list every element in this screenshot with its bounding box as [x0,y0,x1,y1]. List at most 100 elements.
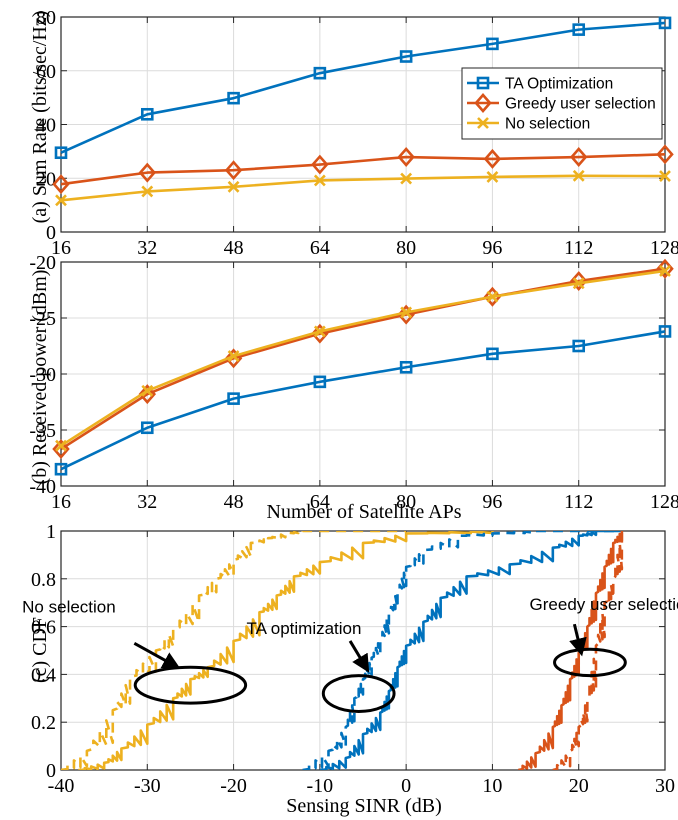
panel-b-xlabel: Number of Satellite APs [267,501,462,523]
panel-c-ytick-label: 0.6 [31,617,56,639]
panel-a-data-point [313,174,326,187]
panel-c-xtick-label: -40 [48,775,75,797]
panel-b-data-point [138,384,157,405]
panel-b-data-point [658,325,672,338]
panel-a-xtick-label: 64 [310,237,330,259]
panel-a-data-point [52,174,70,195]
panel-b-data-point [52,439,70,460]
panel-c-plot: -40 -30 -20 -10 0 10 20 30 0 0.2 0.4 0.6 0.8 1 No sele… [22,521,678,797]
legend-entry-label: TA Optimization [505,76,613,93]
panel-b-data-point [313,375,327,389]
panel-b-data-point [659,265,671,277]
panel-b-data-point [572,277,585,290]
panel-b-plot: 16 32 48 64 80 96 112 128 -40 -35 -30 -25 -20 [29,252,678,513]
panel-c-ylabel: (c) CDF [29,617,51,683]
annotation-ellipse [553,647,627,678]
panel-c-xtick-label: 10 [482,775,502,797]
panel-a-ylabel: (a) Sum Rate (bits/sec/Hz) [29,11,51,224]
panel-b-data-point [486,290,499,303]
panel-c-ytick-label: 0.2 [31,712,56,734]
panel-a-xtick-label: 96 [482,237,502,259]
panel-b-xtick-label: 16 [51,491,71,513]
panel-a-data-point [572,169,585,182]
panel-a-xtick-label: 128 [650,237,678,259]
panel-c-cdf-line [319,531,622,770]
panel-b-data-point [227,392,240,405]
panel-a-data-point [572,23,586,36]
panel-c-xtick-label: 30 [655,775,675,797]
panel-a-xtick-label: 112 [564,237,593,259]
panel-c-cdf-line [302,531,622,770]
panel-a-data-point [400,172,413,185]
panel-b-xtick-label: 80 [396,491,416,513]
panel-a-ytick-label: 0 [46,222,56,244]
annotation-label: Greedy user selection [530,595,678,614]
panel-b-xtick-label: 32 [137,491,157,513]
panel-b-data-point [486,347,499,361]
panel-a-data-point [399,50,413,63]
panel-b-data-point [55,439,67,452]
panel-a-data-point [138,162,157,183]
panel-a-data-point [569,147,588,167]
panel-b-series-line [60,330,666,471]
panel-a-data-point [224,160,243,181]
annotation-arrow [133,642,181,669]
legend-entry-label: No selection [505,116,590,133]
panel-b-ytick-label: -35 [29,420,56,442]
panel-c-xtick-label: 0 [401,775,411,797]
annotation-ellipse [321,674,396,713]
panel-c-cdf-line [552,531,624,770]
panel-a-data-point [313,66,327,80]
panel-c-ytick-label: 1 [46,521,56,543]
panel-a-data-point [55,194,67,207]
legend: TA Optimization Greedy user selection No s… [461,67,663,140]
panel-a-xtick-label: 80 [396,237,416,259]
panel-b-xtick-label: 48 [224,491,244,513]
annotation-ellipse [133,665,248,705]
panel-a-data-point [486,170,499,183]
panel-a-ytick-label: 40 [36,115,56,137]
panel-b-ytick-label: -20 [29,252,56,274]
panel-a-data-point [658,16,672,30]
panel-b-data-point [227,350,240,362]
panel-a-plot: 16 32 48 64 80 96 112 128 0 20 40 60 80 TA Optimizati… [36,7,678,259]
panel-c-ytick-label: 0.4 [31,664,56,686]
legend-swatch-marker [476,76,490,90]
panel-a-series-line [60,21,666,154]
panel-a-data-point [397,147,415,167]
panel-b-ylabel: (b) Received power (dBm) [29,270,51,485]
panel-b-xtick-label: 96 [482,491,502,513]
panel-b-data-point [400,306,413,319]
panel-b-data-point [483,286,502,307]
panel-a-xtick-label: 16 [51,237,71,259]
panel-a-data-point [54,146,68,160]
legend-swatch-marker [477,117,489,129]
panel-a-data-point [227,91,240,105]
panel-b-xtick-label: 112 [564,491,593,513]
panel-a-xtick-label: 48 [224,237,244,259]
panel-b-data-point [140,421,154,435]
panel-a-data-point [311,154,329,175]
panel-b-ytick-label: -40 [29,476,56,498]
panel-c-xlabel: Sensing SINR (dB) [286,795,442,817]
panel-b-ytick-label: -25 [29,308,56,330]
panel-a-ytick-label: 60 [36,61,56,83]
panel-c-xtick-label: -30 [134,775,161,797]
panel-c-cdf-line [61,531,407,770]
panel-a-data-point [659,170,671,183]
panel-a-data-point [227,180,240,193]
panel-a-data-point [140,107,154,121]
panel-b-ytick-label: -30 [29,364,56,386]
panel-a-series-line [60,153,666,186]
annotation-arrow [348,640,370,673]
panel-a-data-point [486,37,499,51]
panel-b-series-line [60,269,666,447]
panel-c-xtick-label: -10 [307,775,334,797]
panel-a-data-point [141,185,154,198]
panel-c-xtick-label: 20 [569,775,589,797]
panel-b-data-point [54,462,68,476]
panel-b-series-line [60,267,666,451]
panel-c-cdf-line [78,531,494,770]
legend-entry-label: Greedy user selection [505,96,656,113]
